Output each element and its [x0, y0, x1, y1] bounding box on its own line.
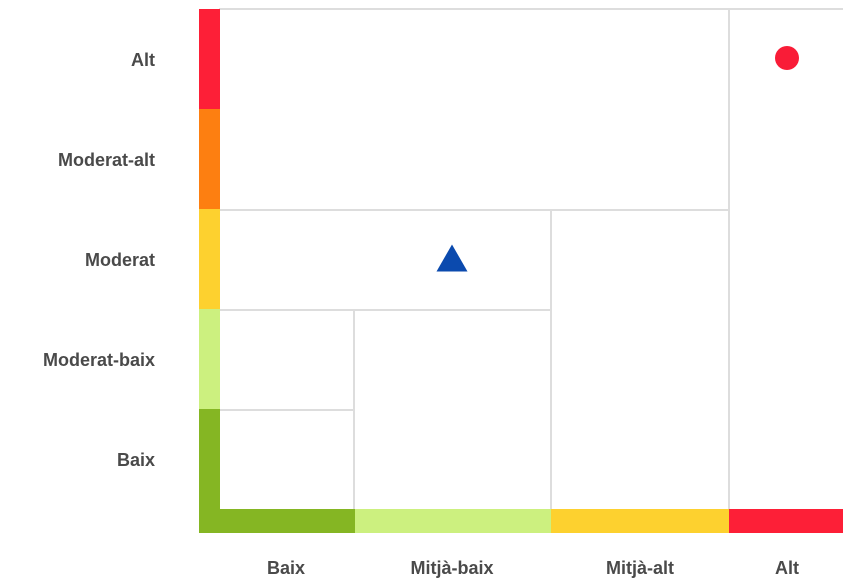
y-label-baix: Baix: [117, 450, 155, 470]
x-band-mitja-baix: [355, 509, 551, 533]
x-axis-labels: Baix Mitjà-baix Mitjà-alt Alt: [267, 558, 799, 578]
x-label-mitja-alt: Mitjà-alt: [606, 558, 674, 578]
y-label-moderat: Moderat: [85, 250, 155, 270]
y-label-moderat-alt: Moderat-alt: [58, 150, 155, 170]
x-label-alt: Alt: [775, 558, 799, 578]
data-points: [436, 46, 799, 272]
y-band-moderat-alt: [199, 109, 220, 209]
y-band-moderat: [199, 209, 220, 309]
x-label-mitja-baix: Mitjà-baix: [410, 558, 493, 578]
y-label-alt: Alt: [131, 50, 155, 70]
y-band-baix: [199, 409, 220, 533]
x-band-alt: [729, 509, 843, 533]
y-band-moderat-baix: [199, 309, 220, 409]
x-label-baix: Baix: [267, 558, 305, 578]
x-band-mitja-alt: [551, 509, 729, 533]
y-label-moderat-baix: Moderat-baix: [43, 350, 155, 370]
y-axis-labels: Alt Moderat-alt Moderat Moderat-baix Bai…: [43, 50, 155, 470]
data-point-circle-0: [775, 46, 799, 70]
x-axis-bands: [199, 509, 843, 533]
x-band-baix: [199, 509, 355, 533]
matrix-grid: [219, 8, 843, 509]
y-band-alt: [199, 9, 220, 109]
y-axis-bands: [199, 9, 220, 533]
data-point-triangle-1: [436, 244, 468, 272]
